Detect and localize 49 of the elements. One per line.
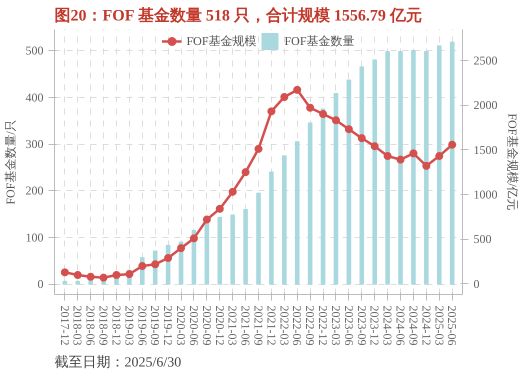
- x-tick-label: 2023-06: [342, 306, 356, 346]
- chart-title: 图20：FOF 基金数量 518 只，合计规模 1556.79 亿元: [54, 6, 422, 24]
- y2-axis-title: FOF基金规模/亿元: [506, 113, 520, 211]
- x-tick-label: 2024-03: [380, 306, 395, 346]
- x-tick-label: 2018-09: [96, 306, 111, 346]
- y2-tick-label: 0: [474, 276, 480, 291]
- x-tick-label: 2022-12: [316, 306, 330, 346]
- text: 截至日期：2025/6/30: [54, 354, 182, 370]
- x-tick-label: 2018-12: [109, 306, 124, 346]
- x-tick-label: 2023-12: [368, 306, 382, 346]
- x-tick-label: 2020-06: [186, 306, 201, 346]
- y-tick-label: 200: [26, 184, 44, 198]
- y2-tick-label: 2500: [474, 53, 498, 68]
- x-tick-label: 2019-12: [161, 306, 176, 346]
- x-tick-label: 2022-06: [290, 306, 304, 346]
- legend-label: FOF基金数量: [284, 32, 355, 50]
- x-tick-label: 2020-09: [200, 306, 214, 346]
- y2-tick-label: 2000: [474, 98, 498, 112]
- x-tick-label: 2022-09: [303, 306, 318, 346]
- x-tick-label: 2023-09: [354, 306, 369, 346]
- x-tick-label: 2019-09: [148, 306, 162, 346]
- y2-tick-label: 1500: [474, 142, 498, 157]
- y-tick-label: 100: [26, 230, 44, 244]
- y-axis-title: FOF基金数量/只: [4, 119, 18, 205]
- x-tick-label: 2021-12: [264, 306, 278, 346]
- x-tick-label: 2021-09: [252, 306, 266, 346]
- x-tick-label: 2024-06: [394, 306, 408, 346]
- y2-tick-label: 500: [474, 232, 492, 246]
- x-tick-label: 2019-06: [135, 306, 150, 346]
- x-tick-label: 2022-03: [277, 306, 292, 346]
- y-tick-label: 300: [26, 137, 44, 152]
- x-tick-label: 2021-03: [226, 306, 240, 346]
- x-tick-label: 2024-09: [406, 306, 420, 346]
- x-tick-label: 2017-12: [58, 306, 72, 346]
- y-tick-label: 0: [38, 277, 44, 292]
- x-tick-label: 2019-03: [122, 306, 136, 346]
- y-tick-label: 500: [26, 44, 44, 58]
- x-tick-label: 2018-06: [84, 306, 98, 346]
- x-tick-label: 2025-06: [445, 306, 460, 346]
- legend-label: FOF基金规模: [186, 32, 256, 50]
- x-tick-label: 2020-03: [174, 306, 188, 346]
- y2-tick-label: 1000: [474, 188, 498, 202]
- x-tick-label: 2021-06: [238, 306, 253, 346]
- x-tick-label: 2023-03: [328, 306, 343, 346]
- x-tick-label: 2025-03: [432, 306, 446, 346]
- x-tick-label: 2018-03: [70, 306, 85, 346]
- x-tick-label: 2024-12: [419, 306, 434, 346]
- x-tick-label: 2020-12: [212, 306, 227, 346]
- y-tick-label: 400: [26, 90, 44, 104]
